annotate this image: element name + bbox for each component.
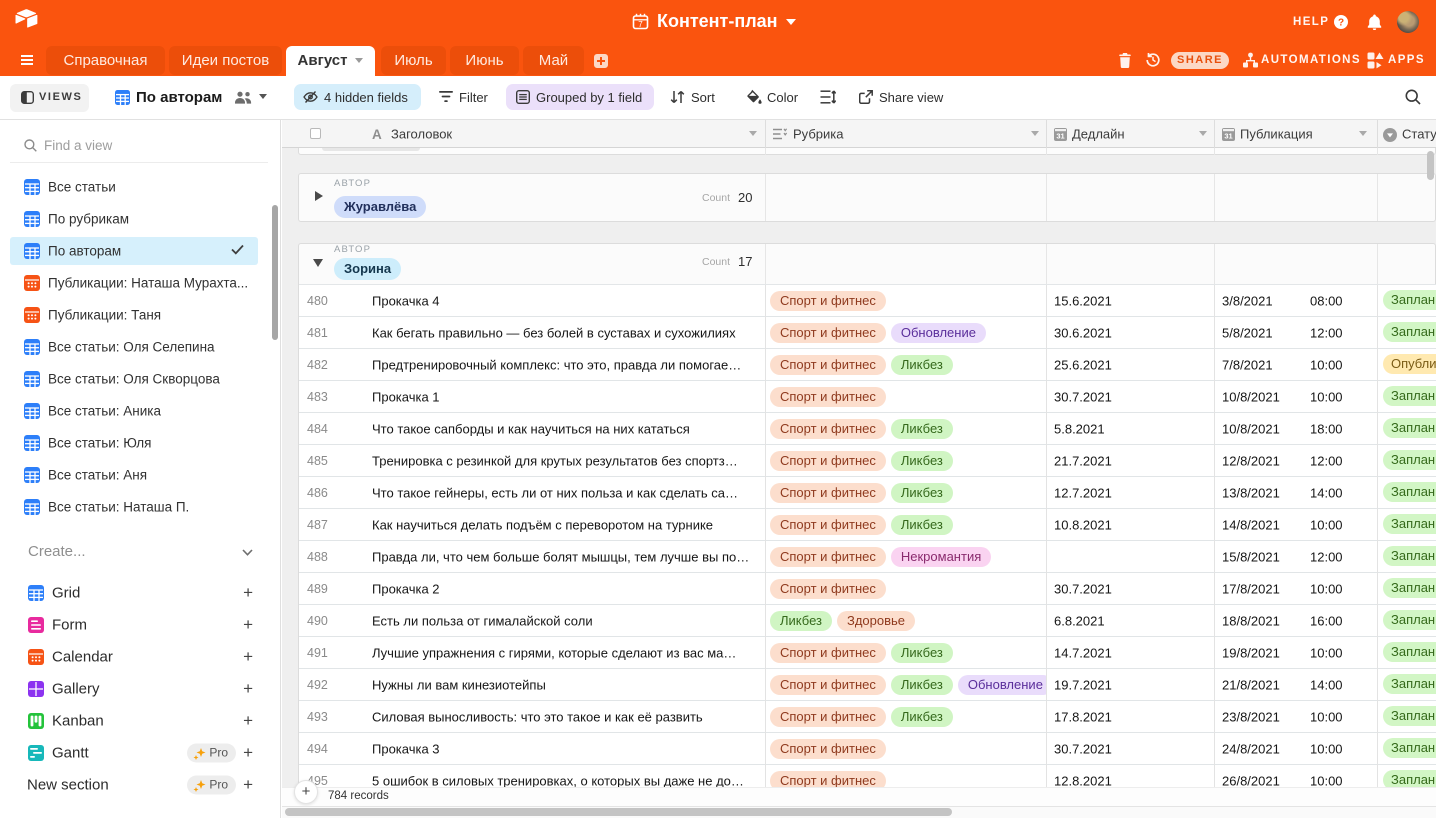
svg-text:7: 7 <box>638 20 643 29</box>
svg-text:31: 31 <box>1056 132 1064 141</box>
svg-text:31: 31 <box>1224 132 1232 141</box>
svg-text:?: ? <box>1338 18 1344 29</box>
